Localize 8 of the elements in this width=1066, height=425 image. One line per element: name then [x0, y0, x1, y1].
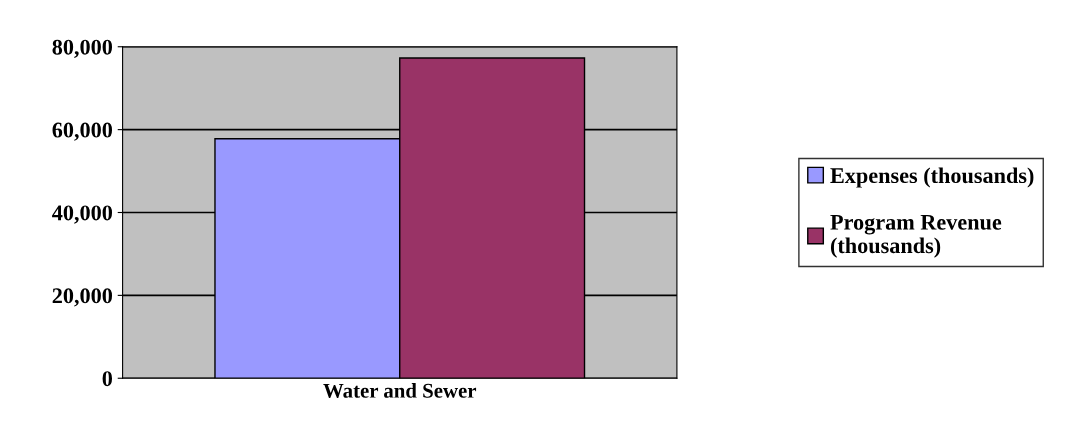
y-tick-label: 80,000 [52, 39, 113, 58]
y-tick-label: 40,000 [52, 205, 113, 224]
y-tick-label: 0 [102, 371, 113, 387]
x-tick-label: Water and Sewer [323, 383, 477, 398]
y-tick-label: 60,000 [52, 122, 113, 141]
legend-label: Program Revenue (thousands) [830, 214, 1002, 258]
legend-label: Expenses (thousands) [830, 167, 1034, 188]
y-tick-label: 20,000 [52, 288, 113, 307]
